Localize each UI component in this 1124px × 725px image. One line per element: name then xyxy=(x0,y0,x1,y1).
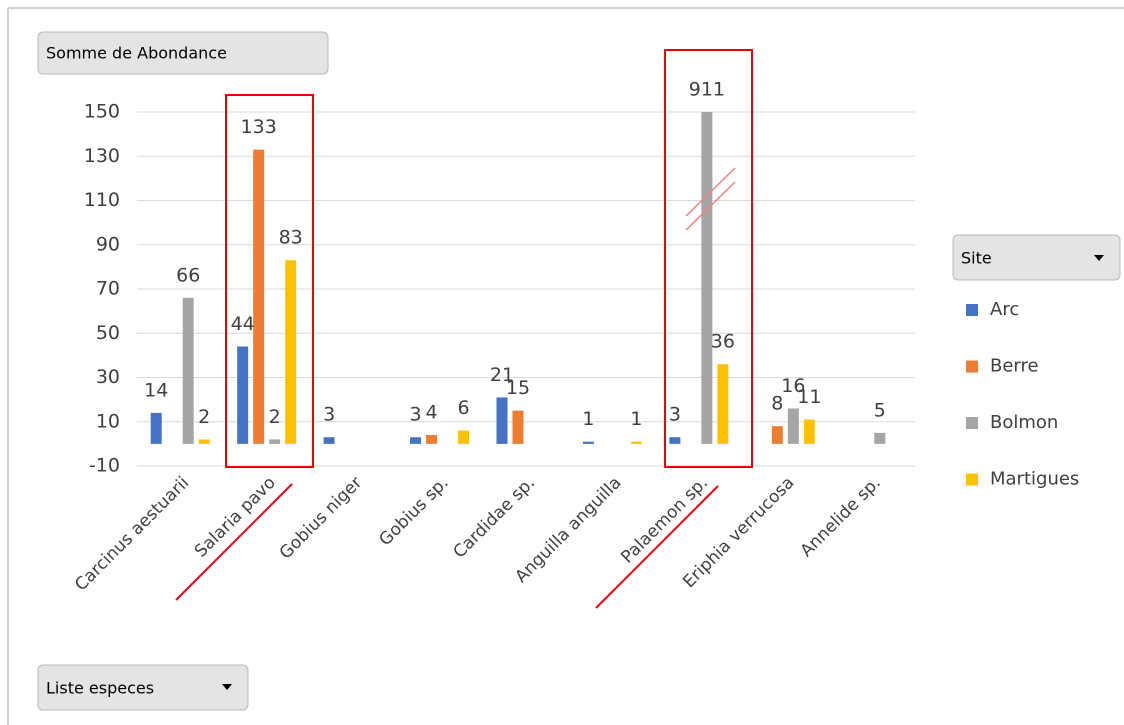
legend-field-button[interactable]: Site xyxy=(952,234,1121,281)
bar xyxy=(771,426,783,444)
button-box[interactable] xyxy=(952,234,1121,281)
bar xyxy=(253,149,265,444)
data-label: 3 xyxy=(410,404,422,426)
y-tick-label: 150 xyxy=(84,101,120,123)
underline xyxy=(175,483,293,601)
legend-swatch xyxy=(966,473,978,486)
bar xyxy=(237,346,249,444)
y-tick-label: 30 xyxy=(96,366,120,388)
data-label: 1 xyxy=(630,408,642,430)
data-label: 6 xyxy=(458,397,470,419)
data-label: 5 xyxy=(874,399,886,421)
legend-swatch xyxy=(966,304,978,316)
data-label: 66 xyxy=(176,264,200,286)
bars xyxy=(150,112,886,444)
highlight-box xyxy=(664,49,753,468)
data-label: 11 xyxy=(797,386,821,408)
x-tick-label: Annelide sp. xyxy=(797,473,885,561)
y-tick-label: 130 xyxy=(84,145,120,167)
button-box[interactable] xyxy=(37,664,249,711)
button-label[interactable]: Site xyxy=(961,249,992,268)
bar xyxy=(669,437,681,444)
x-tick-label: Gobius sp. xyxy=(375,473,452,550)
bar xyxy=(323,437,335,444)
data-label: 36 xyxy=(711,331,735,353)
y-tick-label: 90 xyxy=(96,233,120,255)
bar xyxy=(787,408,799,444)
bar xyxy=(458,430,470,444)
legend-swatch xyxy=(966,417,978,429)
x-tick-label: Carcinus aestuarii xyxy=(71,473,193,595)
data-label: 3 xyxy=(669,404,681,426)
data-label: 4 xyxy=(426,402,438,424)
bar xyxy=(410,437,422,444)
data-label: 2 xyxy=(198,406,210,428)
y-tick-label: 70 xyxy=(96,278,120,300)
legend-label: Arc xyxy=(990,299,1019,320)
axis-break-mark xyxy=(685,167,736,217)
y-tick-label: -10 xyxy=(89,455,120,477)
y-tick-label: 50 xyxy=(96,322,120,344)
bar xyxy=(582,441,594,444)
data-label: 83 xyxy=(279,227,303,249)
bar xyxy=(198,439,210,444)
bar xyxy=(630,441,642,444)
data-label: 911 xyxy=(689,79,725,101)
x-tick-label: Salaria pavo xyxy=(191,473,280,562)
bar xyxy=(803,419,815,444)
bar xyxy=(150,412,162,444)
button-label[interactable]: Somme de Abondance xyxy=(46,44,227,63)
dropdown-arrow[interactable] xyxy=(1094,255,1104,261)
bar xyxy=(701,112,713,444)
data-label: 8 xyxy=(771,393,783,415)
x-tick-label: Palaemon sp. xyxy=(617,473,712,568)
bar xyxy=(496,397,508,444)
data-label: 15 xyxy=(506,377,530,399)
data-label: 16 xyxy=(781,375,805,397)
legend-swatch xyxy=(966,360,978,373)
legend-label: Berre xyxy=(990,356,1039,377)
data-label: 2 xyxy=(269,406,281,428)
data-label: 1 xyxy=(582,408,594,430)
bar xyxy=(285,260,297,444)
x-tick-label: Cardidae sp. xyxy=(450,473,540,563)
value-field-button[interactable]: Somme de Abondance xyxy=(37,31,329,75)
plot-area: -10 10 30 50 70 90 110 130 150 Carcinus aestuarii… xyxy=(71,79,915,595)
y-tick-label: 110 xyxy=(84,189,120,211)
bar xyxy=(182,297,194,444)
data-label: 44 xyxy=(231,313,255,335)
axis-break-mark xyxy=(685,181,736,231)
data-label: 133 xyxy=(241,116,277,138)
button-label[interactable]: Liste especes xyxy=(46,679,154,698)
data-label: 3 xyxy=(323,404,335,426)
y-tick-label: 10 xyxy=(96,410,120,432)
legend-label: Martigues xyxy=(990,469,1079,490)
bar xyxy=(874,432,886,444)
bar xyxy=(269,439,281,444)
highlight-box xyxy=(225,94,314,468)
button-box[interactable] xyxy=(37,31,329,75)
data-label: 14 xyxy=(144,379,168,401)
data-label: 21 xyxy=(490,364,514,386)
underline xyxy=(595,485,719,609)
legend-label: Bolmon xyxy=(990,412,1058,433)
bar xyxy=(426,435,438,444)
bar xyxy=(717,364,729,444)
filter-field-button[interactable]: Liste especes xyxy=(37,664,249,711)
bar xyxy=(512,410,524,444)
dropdown-arrow[interactable] xyxy=(222,684,232,690)
